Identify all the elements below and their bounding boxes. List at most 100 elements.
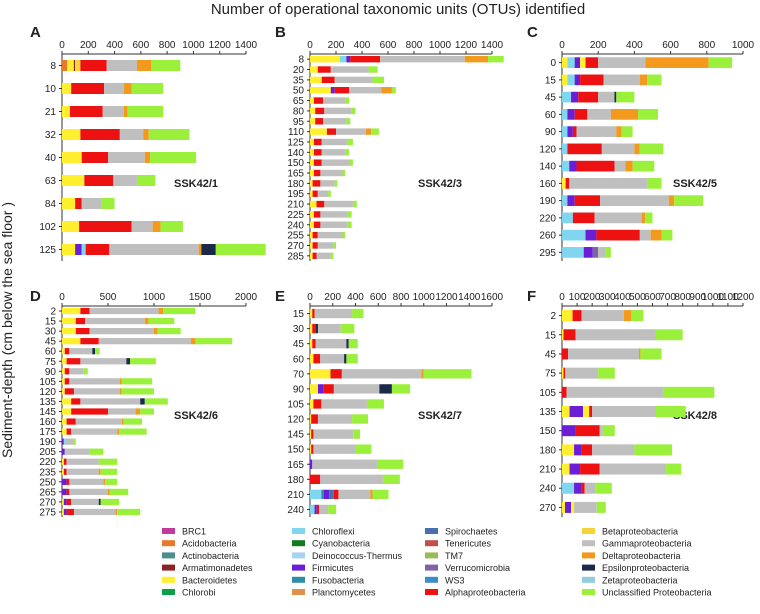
x-tick-label: 1000 [413,292,436,303]
depth-label: 75 [545,369,557,380]
bar-segment-unclassified-proteobacteria [352,200,357,208]
legend-swatch [162,576,175,583]
bar-segment-alphaproteobacteria [576,160,615,172]
bar-segment-bacteroidetes [62,458,64,465]
bar-segment-alphaproteobacteria [66,428,72,435]
bar-row: 240 [539,482,612,495]
bar-segment-gammaproteobacteria [66,468,99,475]
depth-label: 240 [287,220,304,231]
bar-segment-gammaproteobacteria [313,429,354,439]
bar-segment-deltaproteobacteria [117,428,120,435]
bar-segment-alphaproteobacteria [313,211,321,218]
bar-segment-bacteroidetes [62,307,81,315]
bar-segment-unclassified-proteobacteria [655,406,686,417]
bar-row: 270 [539,501,606,514]
bar-segment-alphaproteobacteria [313,97,323,104]
bar-segment-bacteroidetes [310,231,313,239]
bar-row: 225 [287,210,352,221]
depth-label: 15 [545,75,557,86]
bar-segment-alphaproteobacteria [79,221,132,232]
bar-segment-unclassified-proteobacteria [372,76,385,84]
x-tick-label: 200 [80,40,97,51]
bar-segment-unclassified-proteobacteria [663,386,715,398]
x-tick-label: 800 [698,40,715,51]
legend-item: BRC1 [162,527,206,537]
x-tick-label: 0 [559,40,565,51]
bar-segment-bacteroidetes [62,368,65,375]
x-tick-label: 0 [559,292,565,303]
bar-segment-alphaproteobacteria [572,126,577,137]
bar-segment-firmicutes [314,504,317,515]
bar-segment-firmicutes [310,459,313,469]
depth-label: 135 [39,397,56,408]
bar-segment-gammaproteobacteria [71,428,118,435]
bar-segment-gammaproteobacteria [69,488,108,495]
bar-segment-unclassified-proteobacteria [391,384,411,394]
bar-segment-gammaproteobacteria [584,482,596,494]
depth-label: 160 [39,417,56,428]
bar-segment-gammaproteobacteria [603,74,640,86]
depth-label: 165 [287,460,304,471]
bar-segment-bacteroidetes [62,244,76,255]
x-tick-label: 100 [569,292,586,303]
bar-row: 30 [45,327,181,338]
bar-segment-bacteroidetes [62,358,67,365]
bar-segment-firmicutes [62,438,64,445]
depth-label: 240 [539,484,556,495]
bar-segment-unclassified-proteobacteria [117,508,141,516]
panel-letter: F [527,288,536,305]
bar-segment-gammaproteobacteria [65,438,74,445]
bar-segment-deltaproteobacteria [634,143,640,155]
bar-segment-gammaproteobacteria [323,118,347,125]
bar-segment-alphaproteobacteria [315,118,323,125]
bar-segment-alphaproteobacteria [312,231,318,239]
bar-segment-deltaproteobacteria [650,229,662,241]
legend-swatch [162,564,175,571]
bar-segment-deltaproteobacteria [638,348,641,360]
bar-segment-firmicutes [62,488,67,495]
bar-segment-unclassified-proteobacteria [334,180,338,187]
bar-segment-gammaproteobacteria [614,160,626,172]
bar-segment-bacteroidetes [310,138,314,146]
bar-row: 35 [293,75,385,86]
bar-segment-gammaproteobacteria [317,190,329,197]
bar-segment-deltaproteobacteria [154,328,158,335]
bar-segment-unclassified-proteobacteria [100,498,120,506]
bar-segment-unclassified-proteobacteria [391,87,396,94]
legend: BRC1 Acidobacteria Actinobacteria Armatimon… [162,527,712,598]
bar-segment-deltaproteobacteria [98,468,101,475]
bar-segment-deltaproteobacteria [365,128,372,135]
x-tick-label: 1200 [209,40,232,51]
depth-label: 90 [293,384,305,395]
bar-segment-firmicutes [567,109,575,120]
bar-segment-chloroflexi [562,143,568,155]
depth-label: 110 [288,127,304,138]
x-tick-label: 400 [106,40,123,51]
x-tick-label: 200 [324,292,341,303]
depth-label: 2 [550,311,556,322]
bar-segment-alphaproteobacteria [75,317,85,325]
bar-segment-gammaproteobacteria [317,414,353,424]
bar-segment-fusobacteria [321,489,324,500]
bar-segment-unclassified-proteobacteria [355,444,372,454]
bar-segment-bacteroidetes [62,175,85,186]
bar-segment-deltaproteobacteria [421,369,424,379]
bar-segment-chloroflexi [310,489,322,500]
bar-segment-gammaproteobacteria [333,384,380,394]
x-tick-label: 300 [599,292,616,303]
bar-row: 160 [539,178,662,190]
bar-segment-bacteroidetes [562,329,564,341]
bar-segment-gammaproteobacteria [131,221,153,232]
bar-segment-unclassified-proteobacteria [368,66,378,73]
bar-row: 150 [287,444,372,456]
legend-label: Alphaproteobacteria [445,588,526,598]
bar-segment-chloroflexi [562,212,573,224]
bar-row: 120 [39,387,154,398]
bar-segment-deltaproteobacteria [190,338,196,345]
depth-label: 45 [293,339,305,350]
bar-row: 255 [287,231,346,242]
bar-segment-gammaproteobacteria [324,200,353,208]
depth-label: 60 [545,110,557,121]
bar-segment-alphaproteobacteria [572,310,582,322]
x-tick-label: 1200 [435,292,458,303]
